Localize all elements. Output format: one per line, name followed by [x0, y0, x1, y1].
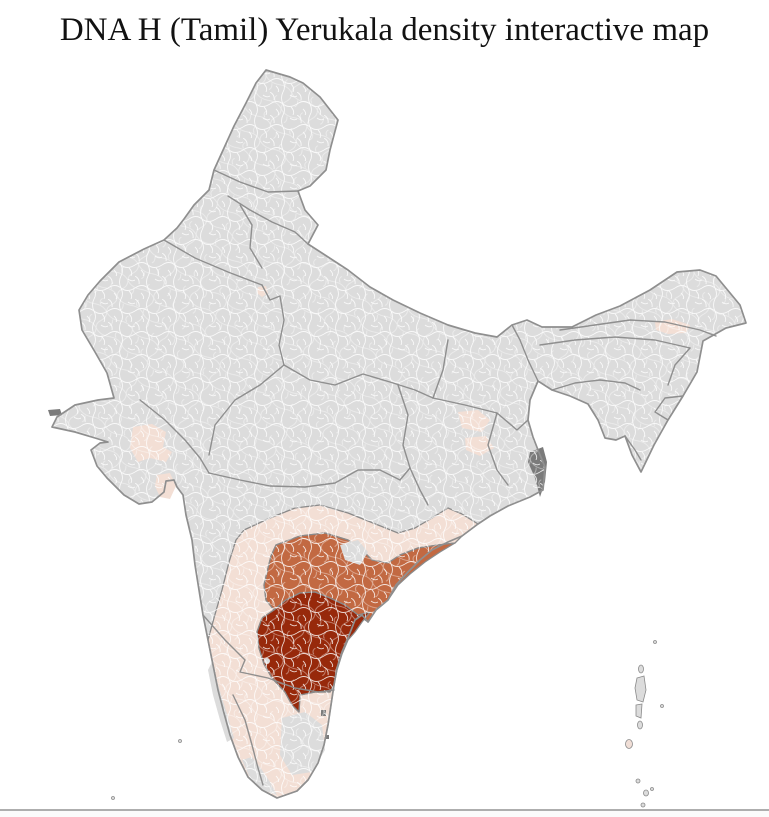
andaman-island[interactable] [638, 664, 644, 674]
island-dot-1[interactable] [653, 640, 657, 644]
lakshadweep-dot-1[interactable] [178, 739, 182, 743]
nicobar-dot-3[interactable] [650, 787, 654, 791]
little-andaman-island[interactable] [625, 739, 633, 749]
andaman-main-island[interactable] [634, 675, 647, 703]
nicobar-dot-1[interactable] [635, 778, 641, 784]
andaman-island-3[interactable] [637, 720, 643, 730]
lakshadweep-dot-2[interactable] [111, 796, 115, 800]
horizontal-scrollbar[interactable] [0, 809, 769, 817]
page-title: DNA H (Tamil) Yerukala density interacti… [59, 12, 710, 48]
district-borders-mesh [52, 70, 746, 798]
karaikal-dot[interactable] [325, 735, 329, 739]
island-chains[interactable] [111, 640, 664, 808]
kutch-dark-spit[interactable] [48, 409, 62, 416]
india-outline [51, 69, 747, 799]
andaman-island-2[interactable] [635, 703, 643, 719]
island-dot-2[interactable] [660, 704, 664, 708]
state-borders [139, 169, 717, 786]
nicobar-dot-4[interactable] [640, 802, 646, 808]
nicobar-dot-2[interactable] [643, 789, 649, 797]
